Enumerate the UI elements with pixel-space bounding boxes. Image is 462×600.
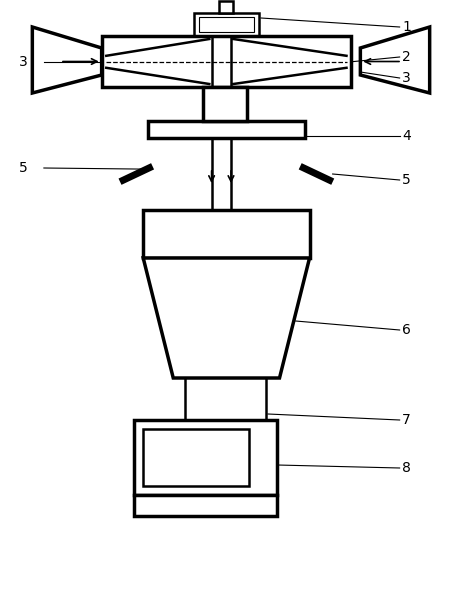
Bar — [203, 87, 247, 121]
Text: 3: 3 — [402, 71, 411, 85]
Bar — [143, 210, 310, 258]
Text: 7: 7 — [402, 413, 411, 427]
Bar — [148, 121, 305, 138]
Bar — [219, 1, 233, 13]
Text: 1: 1 — [402, 20, 411, 34]
Text: 8: 8 — [402, 461, 411, 475]
Bar — [134, 495, 277, 516]
Text: 4: 4 — [402, 129, 411, 143]
Bar — [134, 420, 277, 495]
Text: 5: 5 — [18, 161, 27, 175]
Bar — [102, 36, 351, 87]
Polygon shape — [143, 258, 310, 378]
Bar — [143, 429, 249, 486]
Text: 5: 5 — [402, 173, 411, 187]
Text: 6: 6 — [402, 323, 411, 337]
Bar — [194, 13, 259, 36]
Text: 3: 3 — [18, 55, 27, 69]
Bar — [199, 17, 254, 32]
Text: 2: 2 — [402, 50, 411, 64]
Bar — [185, 378, 266, 420]
Polygon shape — [32, 27, 102, 93]
Polygon shape — [360, 27, 430, 93]
